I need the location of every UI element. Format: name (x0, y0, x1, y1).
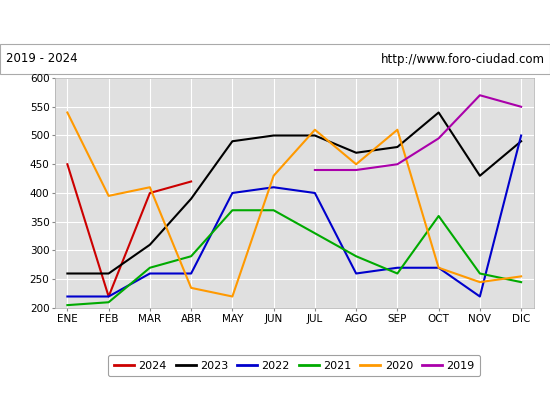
Legend: 2024, 2023, 2022, 2021, 2020, 2019: 2024, 2023, 2022, 2021, 2020, 2019 (108, 355, 480, 376)
Text: 2019 - 2024: 2019 - 2024 (6, 52, 77, 66)
Text: Evolucion Nº Turistas Extranjeros en el municipio de Aguilar de Segarra: Evolucion Nº Turistas Extranjeros en el … (37, 16, 513, 28)
Text: http://www.foro-ciudad.com: http://www.foro-ciudad.com (381, 52, 544, 66)
